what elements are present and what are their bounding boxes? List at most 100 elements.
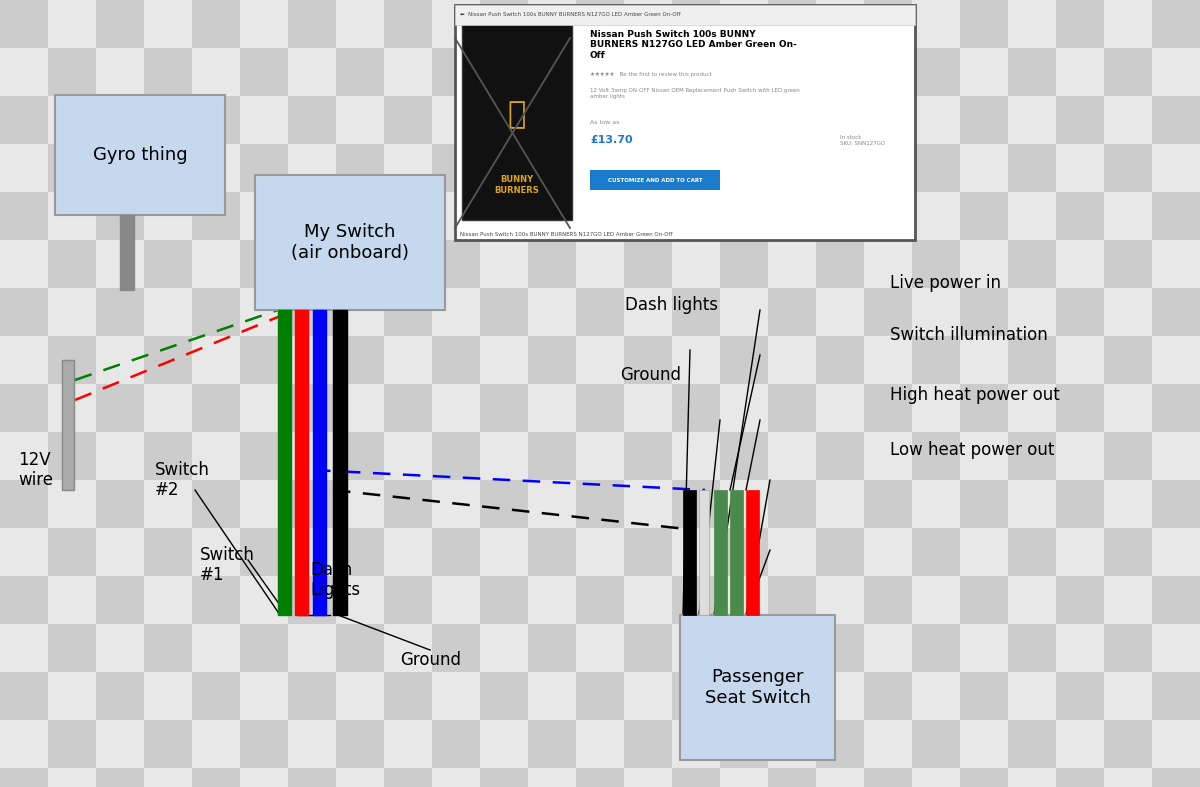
- Bar: [576, 480, 624, 528]
- Bar: [528, 576, 576, 624]
- Bar: [1056, 672, 1104, 720]
- Bar: [672, 240, 720, 288]
- Bar: [1008, 96, 1056, 144]
- Bar: [1152, 576, 1200, 624]
- Bar: [576, 672, 624, 720]
- Bar: [48, 528, 96, 576]
- Bar: [912, 192, 960, 240]
- Bar: [455, 5, 916, 25]
- Bar: [96, 480, 144, 528]
- Bar: [1152, 288, 1200, 336]
- Bar: [432, 384, 480, 432]
- Bar: [480, 672, 528, 720]
- Bar: [480, 288, 528, 336]
- Bar: [960, 336, 1008, 384]
- Bar: [144, 0, 192, 48]
- Bar: [816, 480, 864, 528]
- Bar: [912, 384, 960, 432]
- Bar: [768, 672, 816, 720]
- Bar: [960, 576, 1008, 624]
- Bar: [714, 490, 727, 615]
- Bar: [816, 672, 864, 720]
- Bar: [144, 48, 192, 96]
- Bar: [336, 0, 384, 48]
- Bar: [96, 672, 144, 720]
- Bar: [144, 336, 192, 384]
- Bar: [336, 48, 384, 96]
- Bar: [288, 0, 336, 48]
- Bar: [720, 528, 768, 576]
- Bar: [432, 96, 480, 144]
- Bar: [192, 144, 240, 192]
- Bar: [432, 192, 480, 240]
- Bar: [624, 768, 672, 787]
- Bar: [144, 96, 192, 144]
- Bar: [384, 528, 432, 576]
- Bar: [1008, 528, 1056, 576]
- Bar: [960, 48, 1008, 96]
- Bar: [672, 768, 720, 787]
- Bar: [192, 432, 240, 480]
- Bar: [683, 490, 696, 615]
- Bar: [768, 48, 816, 96]
- Bar: [96, 432, 144, 480]
- Bar: [528, 0, 576, 48]
- Bar: [576, 720, 624, 768]
- Bar: [528, 96, 576, 144]
- Bar: [432, 48, 480, 96]
- Bar: [240, 96, 288, 144]
- Bar: [912, 48, 960, 96]
- Bar: [816, 288, 864, 336]
- Bar: [864, 288, 912, 336]
- Bar: [912, 0, 960, 48]
- Bar: [384, 96, 432, 144]
- Bar: [768, 336, 816, 384]
- Bar: [432, 528, 480, 576]
- Bar: [528, 720, 576, 768]
- Text: Gyro thing: Gyro thing: [92, 146, 187, 164]
- Bar: [1152, 48, 1200, 96]
- Bar: [1008, 672, 1056, 720]
- Bar: [144, 576, 192, 624]
- Bar: [1152, 768, 1200, 787]
- Bar: [864, 336, 912, 384]
- Bar: [96, 576, 144, 624]
- Bar: [1104, 144, 1152, 192]
- Bar: [480, 480, 528, 528]
- Bar: [768, 768, 816, 787]
- Bar: [144, 480, 192, 528]
- Bar: [1008, 48, 1056, 96]
- Bar: [0, 96, 48, 144]
- Bar: [528, 144, 576, 192]
- Bar: [313, 310, 326, 615]
- Bar: [912, 336, 960, 384]
- Bar: [384, 624, 432, 672]
- Bar: [1056, 432, 1104, 480]
- Bar: [462, 15, 572, 220]
- Bar: [1056, 480, 1104, 528]
- Bar: [480, 240, 528, 288]
- Bar: [624, 48, 672, 96]
- Bar: [0, 624, 48, 672]
- Bar: [192, 528, 240, 576]
- Bar: [864, 672, 912, 720]
- Bar: [864, 240, 912, 288]
- Bar: [1152, 672, 1200, 720]
- Bar: [1152, 0, 1200, 48]
- Bar: [336, 624, 384, 672]
- Bar: [96, 720, 144, 768]
- Bar: [864, 480, 912, 528]
- Bar: [384, 768, 432, 787]
- Bar: [720, 48, 768, 96]
- Bar: [624, 336, 672, 384]
- Bar: [816, 528, 864, 576]
- Bar: [816, 336, 864, 384]
- Bar: [768, 0, 816, 48]
- Text: Dash
Lights: Dash Lights: [310, 560, 360, 600]
- Bar: [96, 288, 144, 336]
- Bar: [960, 480, 1008, 528]
- Bar: [624, 384, 672, 432]
- Bar: [816, 384, 864, 432]
- Bar: [1104, 0, 1152, 48]
- Bar: [960, 0, 1008, 48]
